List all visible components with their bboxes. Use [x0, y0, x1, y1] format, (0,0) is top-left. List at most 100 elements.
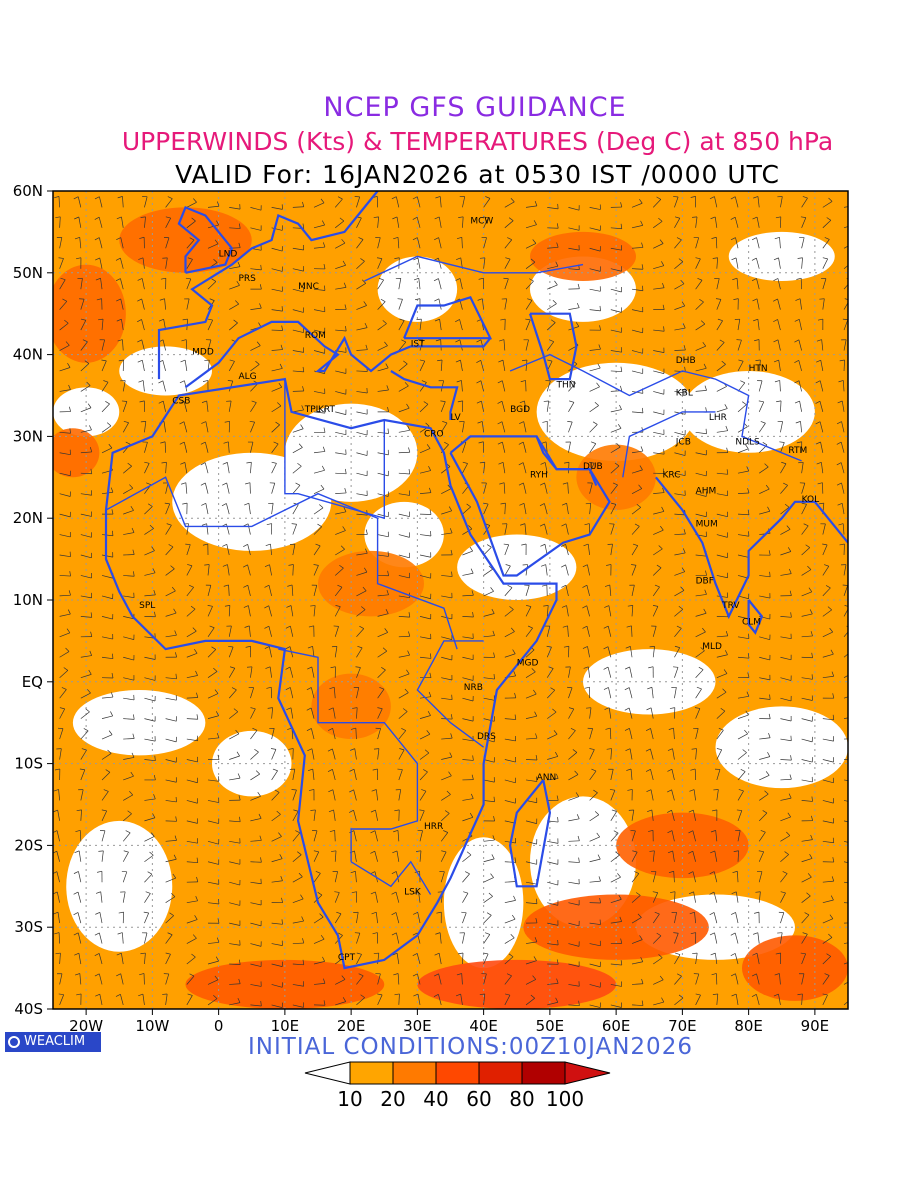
wind-barb-feather — [307, 646, 313, 649]
wind-barb — [98, 217, 103, 228]
wind-barb-feather — [458, 216, 464, 218]
wind-barb — [207, 585, 212, 596]
wind-barb — [734, 953, 739, 965]
wind-barb — [289, 666, 294, 678]
wind-barb — [396, 932, 400, 944]
wind-barb — [610, 984, 622, 987]
wind-barb-feather — [773, 993, 779, 997]
wind-barb — [653, 957, 663, 965]
wind-barb-feather — [302, 959, 305, 965]
wind-barb — [123, 718, 135, 720]
wind-barb — [821, 339, 824, 351]
wind-barb — [271, 836, 282, 842]
wind-barb — [714, 932, 718, 944]
wind-barb — [737, 656, 750, 659]
wind-barb — [122, 832, 131, 842]
wind-barb — [568, 666, 571, 678]
wind-barb-feather — [589, 461, 595, 464]
wind-barb-feather — [137, 319, 142, 323]
wind-barb-feather — [760, 830, 766, 833]
wind-barb-feather — [344, 468, 347, 474]
wind-barb — [121, 216, 124, 228]
calm-wind-patch — [457, 534, 577, 601]
wind-barb — [441, 575, 453, 577]
wind-barb-feather — [385, 609, 389, 614]
wind-barb — [843, 881, 848, 884]
wind-barb — [524, 523, 527, 535]
wind-barb-feather — [436, 911, 442, 914]
wind-barb — [165, 546, 174, 556]
wind-barb-feather — [639, 198, 643, 204]
wind-barb — [206, 400, 209, 412]
wind-barb-feather — [825, 585, 831, 589]
wind-barb — [631, 545, 639, 556]
coastline-africa — [104, 377, 558, 970]
wind-barb — [398, 769, 403, 781]
wind-barb — [441, 737, 453, 740]
wind-barb-feather — [377, 993, 383, 996]
wind-barb-feather — [65, 647, 70, 652]
wind-barb — [356, 571, 368, 576]
wind-barb — [186, 298, 190, 310]
wind-barb-feather — [802, 932, 808, 935]
wind-barb — [653, 265, 664, 270]
wind-barb-feather — [818, 502, 824, 505]
lon-tick-label: 40E — [469, 1017, 498, 1035]
wind-barb-feather — [229, 666, 235, 669]
wind-barb-feather — [836, 462, 842, 466]
wind-barb — [165, 759, 177, 763]
wind-barb-feather — [53, 789, 59, 792]
wind-barb-feather — [328, 789, 334, 793]
wind-barb-feather — [724, 404, 728, 409]
wind-barb — [335, 411, 346, 415]
wind-barb — [356, 647, 363, 658]
wind-barb — [737, 714, 749, 719]
weaclim-logo[interactable]: WEACLIM — [5, 1032, 101, 1052]
wind-barb — [398, 692, 409, 699]
wind-barb — [607, 626, 612, 637]
wind-barb-feather — [519, 502, 525, 506]
wind-barb — [737, 790, 744, 801]
wind-barb-feather — [673, 666, 679, 668]
wind-barb — [801, 914, 810, 924]
wind-barb-feather — [386, 385, 389, 391]
wind-barb — [59, 301, 68, 310]
wind-barb-feather — [850, 239, 853, 243]
wind-barb-feather — [147, 503, 153, 507]
wind-barb — [801, 718, 813, 722]
wind-barb-feather — [676, 237, 682, 241]
wind-barb — [419, 319, 422, 331]
wind-barb — [271, 728, 275, 740]
wind-barb-feather — [673, 196, 679, 198]
wind-barb — [333, 687, 336, 699]
wind-barb — [123, 794, 133, 801]
wind-barb — [375, 810, 378, 821]
wind-barb — [462, 616, 474, 618]
wind-barb-feather — [773, 298, 778, 302]
wind-barb-feather — [237, 773, 241, 779]
wind-barb-feather — [224, 605, 230, 607]
wind-barb-feather — [68, 590, 71, 596]
wind-barb — [801, 779, 813, 783]
coastline-madagascar — [508, 779, 552, 888]
wind-barb — [462, 421, 465, 433]
wind-barb-feather — [386, 589, 389, 595]
wind-barb — [395, 891, 400, 903]
wind-barb-feather — [604, 584, 610, 587]
wind-barb-feather — [90, 468, 93, 474]
wind-barb — [547, 265, 559, 270]
wind-barb — [80, 575, 92, 579]
wind-barb-feather — [387, 406, 389, 412]
wind-barb — [780, 778, 792, 781]
wind-barb — [396, 953, 400, 965]
wind-barb — [438, 953, 442, 965]
wind-barb-feather — [658, 954, 663, 958]
lon-tick-label: 10W — [135, 1017, 169, 1035]
wind-barb — [334, 606, 341, 617]
wind-barb — [716, 342, 725, 351]
wind-barb-feather — [768, 550, 771, 556]
wind-barb — [801, 525, 809, 535]
wind-barb — [737, 448, 749, 454]
wind-barb — [737, 470, 749, 474]
